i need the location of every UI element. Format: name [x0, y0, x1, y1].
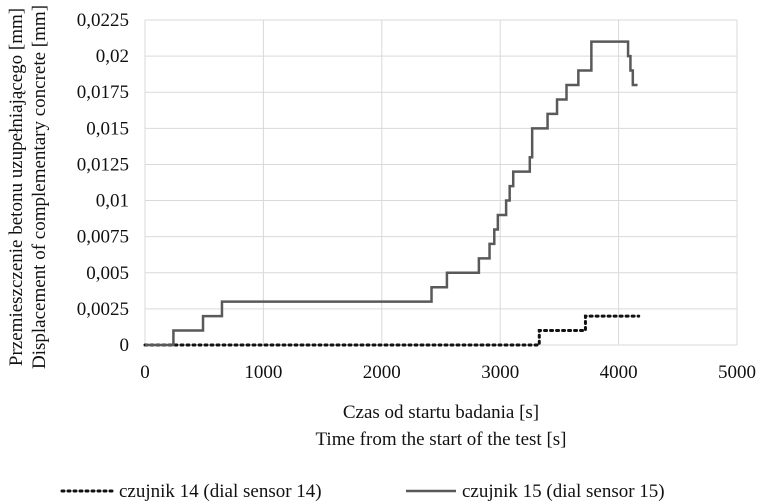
- x-tick-label: 5000: [718, 362, 756, 383]
- series-lines: [143, 40, 641, 347]
- y-axis-title-line-2: Displacement of complementary concrete […: [29, 5, 50, 369]
- y-tick-label: 0,005: [86, 263, 129, 284]
- y-axis-title-line-1: Przemieszczenie betonu uzupełniającego […: [6, 8, 27, 366]
- x-tick-label: 0: [140, 362, 150, 383]
- x-tick-label: 4000: [600, 362, 638, 383]
- x-tick-label: 3000: [481, 362, 519, 383]
- legend-label-sensor-15: czujnik 15 (dial sensor 15): [462, 481, 665, 502]
- y-tick-label: 0,0125: [77, 154, 129, 175]
- legend: czujnik 14 (dial sensor 14) czujnik 15 (…: [60, 481, 665, 502]
- legend-item-sensor-14: czujnik 14 (dial sensor 14): [60, 481, 322, 502]
- x-axis-title-line-1: Czas od startu badania [s]: [343, 402, 539, 423]
- y-tick-label: 0,01: [96, 191, 129, 212]
- legend-item-sensor-15: czujnik 15 (dial sensor 15): [406, 481, 665, 502]
- y-tick-label: 0,0175: [77, 82, 129, 103]
- gridlines: [144, 19, 738, 346]
- legend-label-sensor-14: czujnik 14 (dial sensor 14): [119, 481, 322, 502]
- x-tick-label: 1000: [244, 362, 282, 383]
- y-tick-label: 0,0075: [77, 227, 129, 248]
- series-line-sensor-14: [143, 314, 641, 347]
- y-tick-label: 0: [120, 335, 130, 356]
- tick-labels: 0 0,0025 0,005 0,0075 0,01 0,0125 0,015 0,0175 0…: [77, 10, 756, 383]
- y-tick-label: 0,0225: [77, 10, 129, 31]
- x-axis-title-line-2: Time from the start of the test [s]: [315, 429, 566, 450]
- x-tick-label: 2000: [363, 362, 401, 383]
- y-tick-label: 0,02: [96, 46, 129, 67]
- series-line-sensor-15: [145, 40, 638, 347]
- y-tick-label: 0,0025: [77, 299, 129, 320]
- y-tick-label: 0,015: [86, 118, 129, 139]
